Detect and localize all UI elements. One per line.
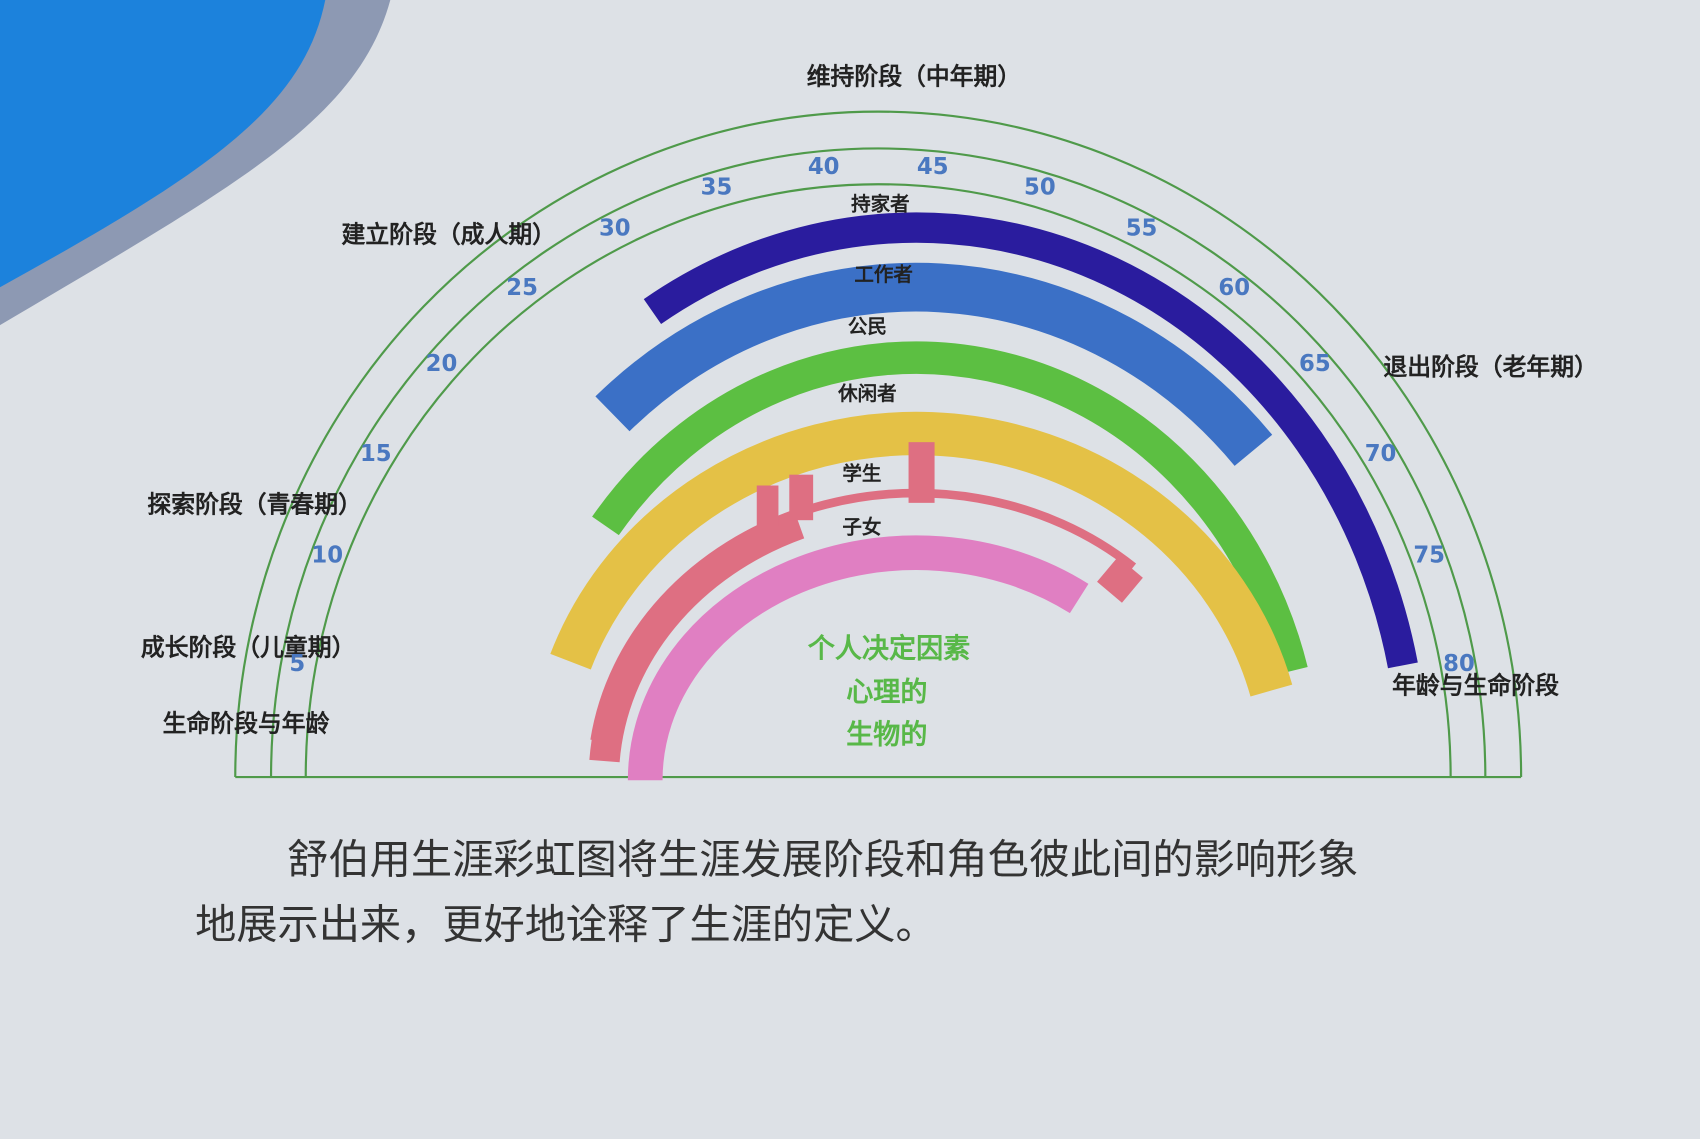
stage-label: 成长阶段（儿童期） [141,634,355,662]
age-label: 45 [917,154,949,180]
role-label: 子女 [842,515,881,538]
age-label: 75 [1413,542,1445,568]
age-label: 70 [1365,441,1397,467]
age-label: 60 [1218,275,1250,301]
role-bands [550,212,1418,781]
stage-label: 生命阶段与年龄 [163,710,330,738]
role-band [756,485,779,527]
role-label: 工作者 [854,263,913,286]
stage-label: 退出阶段（老年期） [1383,353,1597,381]
stage-label: 建立阶段（成人期） [342,221,556,249]
caption-line: 地展示出来，更好地诠释了生涯的定义。 [195,901,937,949]
life-arc [234,110,1523,778]
age-label: 15 [360,441,392,467]
role-label: 公民 [848,315,887,338]
decor-blob [0,0,326,288]
role-band [643,212,1418,669]
role-band [589,509,805,763]
age-label: 25 [506,275,538,301]
age-label: 5 [289,651,305,677]
age-label: 10 [311,542,343,568]
center-text: 生物的 [846,718,927,750]
center-text: 个人决定因素 [808,633,971,665]
role-band [789,474,814,521]
life-arc [304,183,1452,778]
stage-label: 年龄与生命阶段 [1392,672,1559,700]
age-label: 55 [1126,215,1158,241]
age-label: 40 [808,154,840,180]
role-label: 休闲者 [837,382,897,405]
stage-label: 探索阶段（青春期） [147,491,361,519]
stage-label: 维持阶段（中年期） [807,63,1021,91]
age-label: 80 [1443,651,1475,677]
age-label: 20 [426,351,458,377]
center-text: 心理的 [846,676,927,708]
age-label: 30 [599,215,631,241]
role-label: 学生 [842,462,881,485]
arcs [234,110,1523,779]
role-label: 持家者 [851,192,910,215]
caption-line: 舒伯用生涯彩虹图将生涯发展阶段和角色彼此间的影响形象 [287,836,1358,884]
age-label: 35 [701,175,733,201]
age-label: 50 [1024,175,1056,201]
role-band [592,341,1308,675]
role-band [595,262,1273,466]
role-band [627,535,1089,781]
role-band [550,411,1293,697]
role-band [908,442,935,503]
life-arc [269,147,1487,778]
age-label: 65 [1299,351,1331,377]
role-band [1097,556,1143,603]
